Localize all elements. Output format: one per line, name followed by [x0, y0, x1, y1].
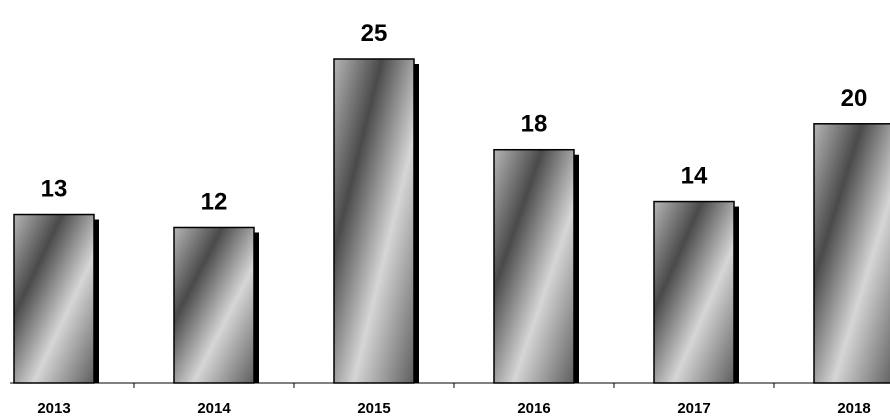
bar-2013 — [13, 213, 95, 384]
value-labels-layer: 13 12 25 18 14 20 — [41, 20, 868, 215]
bar-2015 — [333, 58, 415, 384]
tick-label-2014: 2014 — [197, 400, 231, 417]
tick-label-2017: 2017 — [677, 400, 710, 417]
value-label-2018: 20 — [841, 85, 868, 112]
value-label-2016: 18 — [521, 111, 548, 138]
tick-label-2015: 2015 — [357, 400, 390, 417]
bars-layer — [13, 58, 890, 384]
bar-2017 — [653, 200, 735, 384]
bar-2016 — [493, 148, 575, 384]
x-axis: 2013 2014 2015 2016 2017 2018 — [10, 382, 890, 417]
bar-2014 — [173, 226, 255, 384]
value-label-2014: 12 — [201, 188, 228, 215]
value-label-2015: 25 — [361, 20, 388, 47]
value-label-2013: 13 — [41, 176, 68, 203]
tick-label-2013: 2013 — [37, 400, 70, 417]
tick-label-2018: 2018 — [837, 400, 870, 417]
bar-2018 — [813, 123, 890, 384]
value-label-2017: 14 — [681, 163, 708, 190]
tick-label-2016: 2016 — [517, 400, 550, 417]
